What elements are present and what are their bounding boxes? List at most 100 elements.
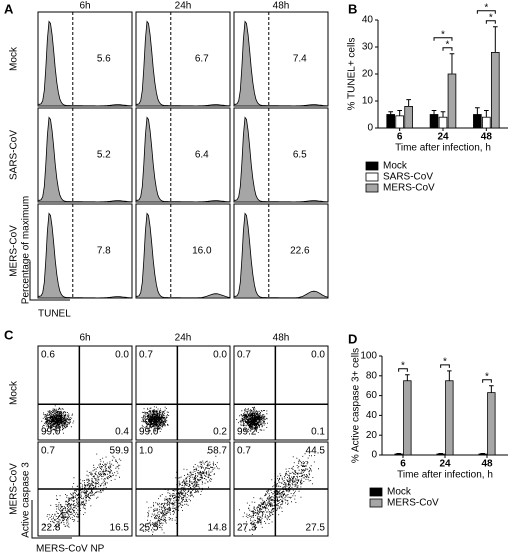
significance-star: *: [443, 356, 447, 367]
column-label: 24h: [175, 1, 192, 12]
quadrant-percentage: 0.7: [139, 350, 153, 361]
y-tick-label: 100: [360, 351, 377, 362]
panel-label: C: [4, 327, 14, 342]
quadrant-percentage: 99.2: [237, 427, 257, 438]
y-axis-label: Percentage of maximum: [21, 196, 32, 304]
y-tick-label: 20: [366, 430, 378, 441]
bar: [478, 453, 487, 456]
y-tick-label: 40: [362, 15, 374, 26]
panel-label: D: [348, 331, 357, 346]
legend-swatch: [369, 487, 383, 497]
quadrant-percentage: 14.8: [208, 523, 228, 534]
error-bar: [475, 107, 480, 115]
gate-percentage: 22.6: [290, 246, 310, 257]
significance-bracket: [440, 364, 450, 368]
bar: [403, 380, 412, 456]
bar: [386, 114, 395, 129]
quadrant-percentage: 0.7: [237, 350, 251, 361]
legend-label: MERS-CoV: [387, 498, 439, 509]
quadrant-percentage: 0.4: [115, 427, 129, 438]
legend-label: SARS-CoV: [383, 172, 433, 183]
y-axis-label: % TUNEL+ cells: [347, 38, 358, 111]
y-tick-label: 80: [366, 370, 378, 381]
quadrant-percentage: 58.7: [208, 446, 228, 457]
gate-percentage: 6.4: [195, 150, 209, 161]
error-bar: [431, 109, 437, 115]
significance-star: *: [484, 2, 488, 13]
bar: [487, 392, 496, 456]
histogram-curve: [233, 212, 329, 299]
gate-percentage: 5.6: [97, 54, 111, 65]
event-dots: [41, 405, 75, 434]
plot-frame: [233, 345, 329, 441]
bar: [473, 114, 482, 129]
quadrant-percentage: 27.3: [237, 523, 257, 534]
y-tick-label: 20: [362, 69, 374, 80]
plot-frame: [37, 345, 133, 441]
histogram-curve: [37, 212, 133, 299]
bar: [394, 453, 403, 456]
bar: [482, 116, 491, 129]
significance-bracket: [442, 47, 453, 51]
legend-swatch: [365, 172, 379, 182]
error-bar: [449, 53, 455, 74]
histogram-curve: [135, 212, 231, 299]
significance-star: *: [485, 371, 489, 382]
event-dots: [236, 406, 268, 433]
x-axis-label: Time after infection, h: [397, 470, 493, 481]
error-bar: [489, 385, 494, 393]
quadrant-percentage: 16.5: [110, 523, 130, 534]
significance-star: *: [446, 39, 450, 50]
significance-bracket: [476, 10, 496, 14]
event-dots: [43, 453, 122, 530]
error-bar: [406, 99, 411, 107]
quadrant-percentage: 25.5: [139, 523, 159, 534]
event-dots: [142, 452, 220, 535]
x-tick-label: 6: [397, 132, 403, 143]
quadrant-percentage: 0.7: [237, 446, 251, 457]
row-label: MERS-CoV: [9, 463, 20, 515]
histogram-curve: [135, 116, 231, 203]
significance-star: *: [489, 12, 493, 23]
row-label: SARS-CoV: [9, 130, 20, 180]
legend-swatch: [365, 161, 379, 171]
x-axis-label: Time after infection, h: [395, 143, 491, 154]
axis-bracket: [29, 262, 70, 301]
bar: [436, 453, 445, 456]
legend-swatch: [369, 498, 383, 508]
quadrant-percentage: 0.1: [311, 427, 325, 438]
x-tick-label: 24: [437, 132, 449, 143]
y-tick-label: 40: [366, 410, 378, 421]
quadrant-percentage: 0.0: [213, 350, 227, 361]
quadrant-percentage: 0.2: [213, 427, 227, 438]
column-label: 48h: [273, 333, 290, 344]
quadrant-percentage: 0.7: [41, 446, 55, 457]
error-bar: [492, 26, 498, 53]
column-label: 6h: [79, 1, 90, 12]
quadrant-percentage: 0.6: [41, 350, 55, 361]
column-label: 48h: [273, 1, 290, 12]
legend-swatch: [365, 183, 379, 193]
column-label: 24h: [175, 333, 192, 344]
legend-label: MERS-CoV: [383, 183, 435, 194]
significance-star: *: [401, 360, 405, 371]
y-tick-label: 0: [371, 450, 377, 461]
event-dots: [239, 453, 319, 535]
legend-label: Mock: [383, 161, 408, 172]
error-bar: [440, 111, 446, 118]
gate-percentage: 16.0: [192, 246, 212, 257]
gate-percentage: 6.7: [195, 54, 209, 65]
quadrant-percentage: 0.0: [115, 350, 129, 361]
x-tick-label: 6: [400, 459, 406, 470]
row-label: MERS-CoV: [9, 225, 20, 277]
quadrant-percentage: 27.5: [306, 523, 326, 534]
gate-percentage: 5.2: [97, 150, 111, 161]
x-tick-label: 48: [481, 132, 493, 143]
quadrant-percentage: 1.0: [139, 446, 153, 457]
significance-bracket: [433, 37, 453, 41]
bar: [438, 116, 448, 129]
bar: [404, 106, 413, 129]
error-bar: [447, 370, 452, 381]
bar: [429, 114, 439, 129]
quadrant-percentage: 44.5: [306, 446, 326, 457]
